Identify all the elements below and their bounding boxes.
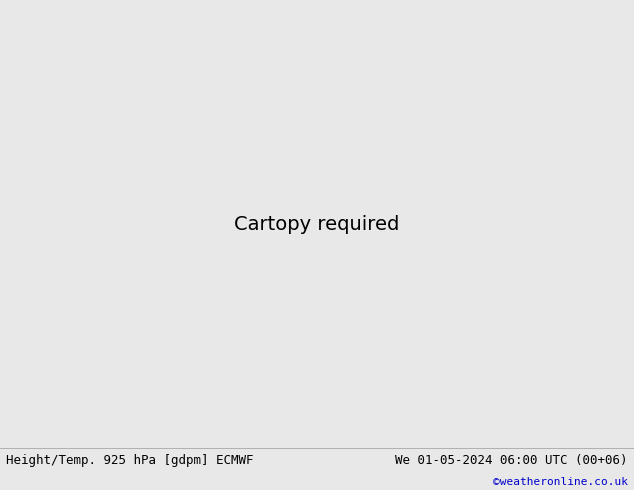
Text: We 01-05-2024 06:00 UTC (00+06): We 01-05-2024 06:00 UTC (00+06): [395, 454, 628, 466]
Text: ©weatheronline.co.uk: ©weatheronline.co.uk: [493, 477, 628, 487]
Text: Height/Temp. 925 hPa [gdpm] ECMWF: Height/Temp. 925 hPa [gdpm] ECMWF: [6, 454, 254, 466]
Text: Cartopy required: Cartopy required: [235, 215, 399, 234]
